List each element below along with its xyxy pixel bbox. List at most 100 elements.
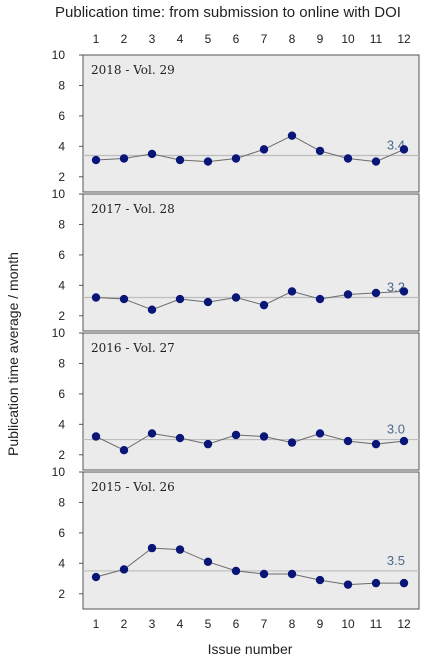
top-x-tick-label: 1 [93, 32, 100, 46]
data-point [315, 146, 325, 156]
top-x-tick-label: 6 [233, 32, 240, 46]
data-point [175, 433, 185, 443]
chart-panel: 2 4 6 8 10 3.0 2016 - Vol. 27 [52, 326, 420, 471]
data-point [343, 436, 353, 446]
data-point [91, 432, 101, 441]
top-x-tick-labels: 1 2 3 4 5 6 7 8 9 10 11 12 [93, 32, 411, 46]
bottom-x-tick-label: 1 [93, 617, 100, 631]
top-x-tick-label: 10 [341, 32, 355, 46]
panel-label: 2018 - Vol. 29 [91, 63, 175, 77]
top-x-tick-label: 3 [149, 32, 156, 46]
data-point [175, 545, 185, 554]
bottom-x-tick-label: 8 [289, 617, 296, 631]
y-tick-label: 8 [58, 78, 65, 92]
data-point [371, 439, 381, 449]
data-point [259, 145, 269, 154]
data-point [371, 578, 381, 588]
panel-background [82, 54, 420, 193]
bottom-x-tick-label: 4 [177, 617, 184, 631]
y-tick-label: 2 [58, 309, 65, 323]
data-point [287, 569, 297, 579]
y-tick-label: 10 [52, 326, 66, 340]
y-tick-label: 6 [58, 387, 65, 401]
data-point [231, 293, 241, 302]
data-point [147, 305, 157, 314]
y-tick-label: 2 [58, 587, 65, 601]
bottom-x-tick-labels: 1 2 3 4 5 6 7 8 9 10 11 12 [93, 617, 411, 631]
y-tick-label: 8 [58, 495, 65, 509]
data-point [119, 446, 129, 455]
y-tick-label: 2 [58, 170, 65, 184]
chart-panel: 2 4 6 8 10 3.5 2015 - Vol. 26 [52, 465, 420, 610]
chart-title: Publication time: from submission to onl… [55, 4, 401, 21]
data-point [399, 145, 409, 154]
y-tick-label: 10 [52, 48, 66, 62]
data-point [371, 157, 381, 166]
y-tick-label: 4 [58, 278, 65, 292]
x-axis-label: Issue number [208, 641, 293, 657]
data-point [315, 429, 325, 438]
data-point [259, 300, 269, 310]
panel-label: 2015 - Vol. 26 [91, 480, 175, 494]
data-point [315, 294, 325, 304]
panel-label: 2016 - Vol. 27 [91, 341, 175, 355]
top-x-tick-label: 12 [397, 32, 411, 46]
top-x-tick-label: 5 [205, 32, 212, 46]
bottom-x-tick-label: 12 [397, 617, 411, 631]
panel-label: 2017 - Vol. 28 [91, 202, 175, 216]
top-x-tick-label: 9 [317, 32, 324, 46]
y-tick-label: 6 [58, 109, 65, 123]
series-line [95, 432, 405, 451]
top-x-tick-label: 7 [261, 32, 268, 46]
data-point [91, 155, 101, 165]
panel-background [82, 332, 420, 471]
series-line [95, 290, 405, 311]
bottom-x-tick-label: 9 [317, 617, 324, 631]
data-point [315, 575, 325, 585]
y-tick-label: 4 [58, 556, 65, 570]
average-label: 3.5 [387, 553, 405, 568]
top-x-tick-label: 11 [370, 32, 383, 46]
data-point [119, 154, 129, 163]
bottom-x-tick-label: 11 [370, 617, 383, 631]
panel-background [82, 471, 420, 610]
y-tick-label: 6 [58, 526, 65, 540]
data-point [343, 580, 353, 589]
data-point [231, 154, 241, 163]
data-point [259, 569, 269, 579]
data-point [119, 294, 129, 304]
y-tick-label: 6 [58, 248, 65, 262]
data-point [231, 430, 241, 440]
y-tick-label: 2 [58, 448, 65, 462]
data-point [147, 543, 157, 553]
data-point [343, 154, 353, 163]
data-point [203, 439, 213, 449]
data-point [231, 566, 241, 576]
data-point [287, 287, 297, 296]
data-point [287, 131, 297, 140]
data-point [91, 293, 101, 302]
bottom-x-tick-label: 2 [121, 617, 128, 631]
bottom-x-tick-label: 5 [205, 617, 212, 631]
data-point [203, 297, 213, 307]
data-point [399, 578, 409, 588]
y-tick-label: 10 [52, 465, 66, 479]
data-point [147, 149, 157, 159]
series-line [95, 135, 405, 163]
data-point [287, 438, 297, 447]
bottom-x-tick-label: 3 [149, 617, 156, 631]
series-line [95, 547, 404, 586]
data-point [119, 565, 129, 574]
data-point [399, 287, 409, 296]
y-tick-label: 8 [58, 217, 65, 231]
y-tick-label: 4 [58, 417, 65, 431]
data-point [203, 557, 213, 567]
data-point [175, 155, 185, 165]
data-point [203, 157, 213, 166]
bottom-x-tick-label: 10 [341, 617, 355, 631]
y-tick-label: 8 [58, 356, 65, 370]
